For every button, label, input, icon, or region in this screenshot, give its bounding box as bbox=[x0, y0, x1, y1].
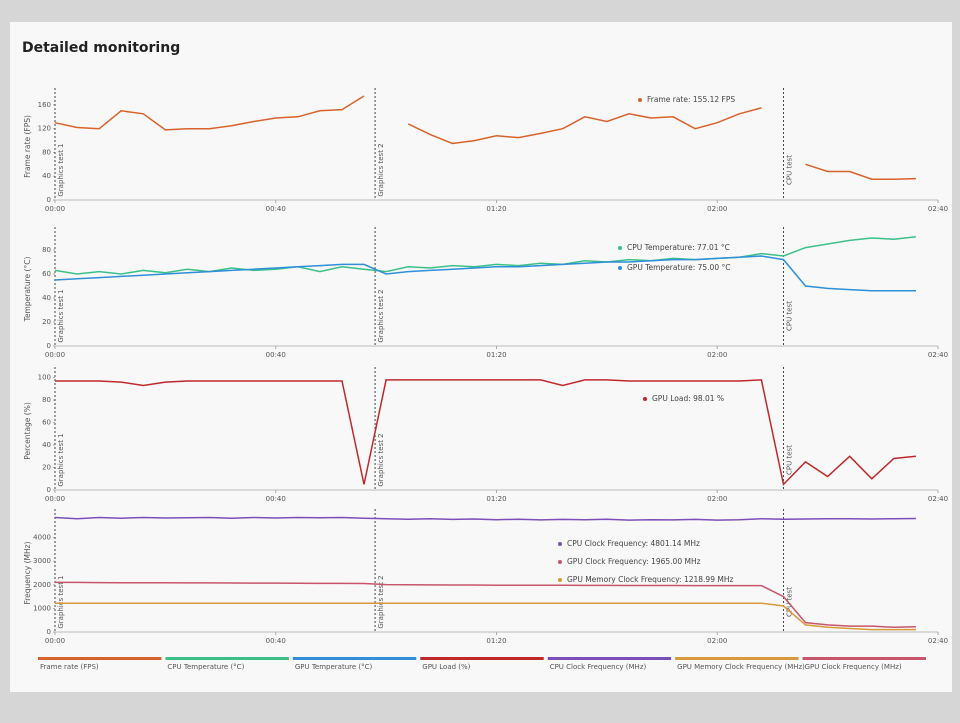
y-tick-label: 0 bbox=[47, 342, 51, 350]
x-tick-label: 01:20 bbox=[486, 351, 506, 359]
y-tick-label: 80 bbox=[42, 148, 51, 156]
y-axis-title: Frequency (MHz) bbox=[23, 541, 32, 604]
series-line bbox=[54, 255, 916, 292]
x-tick-label: 00:00 bbox=[45, 205, 65, 213]
x-tick-label: 02:40 bbox=[928, 637, 948, 645]
annotation-dot bbox=[643, 397, 647, 401]
y-tick-label: 0 bbox=[47, 628, 51, 636]
y-tick-label: 80 bbox=[42, 246, 51, 254]
y-tick-label: 160 bbox=[38, 101, 51, 109]
x-tick-label: 00:00 bbox=[45, 495, 65, 503]
test-marker-label: Graphics test 2 bbox=[377, 433, 385, 486]
y-tick-label: 2000 bbox=[33, 581, 51, 589]
legend-swatch bbox=[292, 657, 417, 660]
annotation: GPU Clock Frequency: 1965.00 MHz bbox=[567, 557, 701, 566]
y-axis-title: Frame rate (FPS) bbox=[23, 115, 32, 178]
y-axis-title: Temperature (°C) bbox=[23, 257, 32, 323]
x-tick-label: 02:00 bbox=[707, 205, 727, 213]
y-tick-label: 1000 bbox=[33, 604, 51, 612]
y-tick-label: 60 bbox=[42, 270, 51, 278]
legend-swatch bbox=[420, 657, 544, 660]
x-tick-label: 00:00 bbox=[45, 351, 65, 359]
y-tick-label: 0 bbox=[47, 196, 51, 204]
x-tick-label: 01:20 bbox=[486, 205, 506, 213]
y-tick-label: 80 bbox=[42, 396, 51, 404]
x-tick-label: 02:00 bbox=[707, 495, 727, 503]
series-line bbox=[55, 379, 916, 486]
test-marker-label: CPU test bbox=[785, 301, 793, 331]
x-tick-label: 02:40 bbox=[928, 205, 948, 213]
annotation-dot bbox=[558, 560, 562, 564]
test-marker-label: Graphics test 2 bbox=[377, 289, 385, 342]
annotation: CPU Temperature: 77.01 °C bbox=[627, 243, 730, 252]
y-tick-label: 100 bbox=[38, 374, 51, 382]
annotation: Frame rate: 155.12 FPS bbox=[647, 95, 735, 104]
legend-label: Frame rate (FPS) bbox=[40, 663, 99, 671]
x-tick-label: 02:00 bbox=[707, 351, 727, 359]
series-line bbox=[54, 95, 916, 180]
legend-label: CPU Clock Frequency (MHz) bbox=[550, 663, 647, 671]
y-tick-label: 40 bbox=[42, 172, 51, 180]
y-tick-label: 20 bbox=[42, 464, 51, 472]
legend-label: CPU Temperature (°C) bbox=[167, 663, 244, 671]
x-tick-label: 00:40 bbox=[266, 205, 286, 213]
test-marker-label: CPU test bbox=[785, 587, 793, 617]
legend-swatch bbox=[38, 657, 162, 660]
x-tick-label: 00:40 bbox=[266, 495, 286, 503]
annotation: GPU Temperature: 75.00 °C bbox=[627, 263, 730, 272]
card bbox=[10, 22, 952, 692]
annotation-dot bbox=[558, 578, 562, 582]
annotation-dot bbox=[618, 246, 622, 250]
series-line bbox=[54, 236, 916, 275]
legend-swatch bbox=[675, 657, 799, 660]
x-tick-label: 00:40 bbox=[266, 637, 286, 645]
x-tick-label: 02:40 bbox=[928, 351, 948, 359]
test-marker-label: Graphics test 1 bbox=[57, 433, 65, 486]
legend-label: GPU Memory Clock Frequency (MHz) bbox=[677, 663, 805, 671]
series-line bbox=[55, 581, 916, 629]
y-axis-title: Percentage (%) bbox=[23, 402, 32, 460]
legend-swatch bbox=[165, 657, 289, 660]
y-tick-label: 40 bbox=[42, 294, 51, 302]
test-marker-label: Graphics test 1 bbox=[57, 575, 65, 628]
x-tick-label: 01:20 bbox=[486, 495, 506, 503]
y-tick-label: 4000 bbox=[33, 534, 51, 542]
legend-label: GPU Clock Frequency (MHz) bbox=[805, 663, 902, 671]
annotation-dot bbox=[638, 98, 642, 102]
series-line bbox=[54, 516, 916, 521]
x-tick-label: 00:00 bbox=[45, 637, 65, 645]
y-tick-label: 60 bbox=[42, 419, 51, 427]
test-marker-label: CPU test bbox=[785, 445, 793, 475]
x-tick-label: 01:20 bbox=[486, 637, 506, 645]
annotation: GPU Memory Clock Frequency: 1218.99 MHz bbox=[567, 575, 733, 584]
annotation: CPU Clock Frequency: 4801.14 MHz bbox=[567, 539, 700, 548]
y-tick-label: 0 bbox=[47, 486, 51, 494]
y-tick-label: 40 bbox=[42, 441, 51, 449]
annotation-dot bbox=[618, 266, 622, 270]
test-marker-label: Graphics test 2 bbox=[377, 143, 385, 196]
test-marker-label: Graphics test 1 bbox=[57, 289, 65, 342]
series-line bbox=[55, 602, 916, 631]
test-marker-label: CPU test bbox=[785, 155, 793, 185]
x-tick-label: 02:40 bbox=[928, 495, 948, 503]
annotation: GPU Load: 98.01 % bbox=[652, 394, 724, 403]
y-tick-label: 3000 bbox=[33, 557, 51, 565]
x-tick-label: 00:40 bbox=[266, 351, 286, 359]
y-tick-label: 120 bbox=[38, 125, 51, 133]
test-marker-label: Graphics test 2 bbox=[377, 575, 385, 628]
y-tick-label: 20 bbox=[42, 318, 51, 326]
page-title: Detailed monitoring bbox=[22, 40, 180, 56]
test-marker-label: Graphics test 1 bbox=[57, 143, 65, 196]
legend-label: GPU Load (%) bbox=[422, 663, 470, 671]
legend-swatch bbox=[547, 657, 672, 660]
x-tick-label: 02:00 bbox=[707, 637, 727, 645]
legend-swatch bbox=[802, 657, 926, 660]
annotation-dot bbox=[558, 542, 562, 546]
legend-label: GPU Temperature (°C) bbox=[295, 663, 373, 671]
